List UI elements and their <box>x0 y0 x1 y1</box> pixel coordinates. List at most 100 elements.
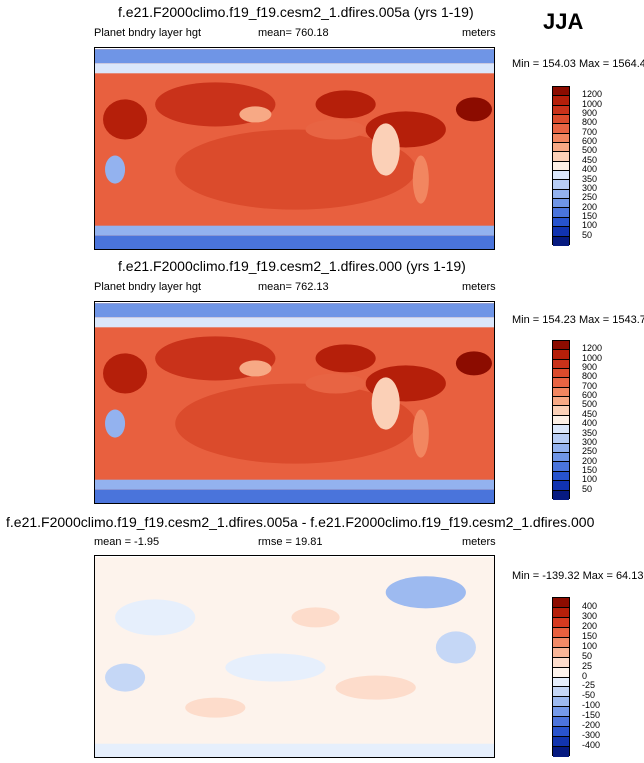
colorbar-swatch <box>553 434 569 444</box>
colorbar-label: 800 <box>582 371 598 382</box>
panel-3-rmse-label: rmse = 19.81 <box>258 536 323 548</box>
colorbar-swatch <box>553 87 569 97</box>
panel-1-map <box>94 47 495 250</box>
colorbar-swatch <box>553 143 569 153</box>
colorbar-swatch <box>553 481 569 491</box>
season-label: JJA <box>543 9 584 34</box>
colorbar-swatch <box>553 227 569 237</box>
panel-2-title: f.e21.F2000climo.f19_f19.cesm2_1.dfires.… <box>118 258 466 274</box>
panel-3-units-label: meters <box>462 536 496 548</box>
colorbar-label: 450 <box>582 408 598 419</box>
colorbar-swatch <box>553 378 569 388</box>
colorbar-swatch <box>553 124 569 134</box>
colorbar-swatch <box>553 189 569 200</box>
colorbar-swatch <box>553 617 569 628</box>
colorbar-swatch <box>553 133 569 144</box>
colorbar-label: 1200 <box>582 89 603 100</box>
colorbar-swatch <box>553 152 569 162</box>
panel-1-mean-label: mean= 760.18 <box>258 27 329 39</box>
colorbar-swatch <box>553 171 569 181</box>
colorbar-label: -300 <box>582 730 601 741</box>
colorbar-swatch <box>553 707 569 718</box>
colorbar-label: 0 <box>582 670 588 681</box>
colorbar-swatch <box>553 208 569 218</box>
colorbar-label: 200 <box>582 620 598 631</box>
colorbar-label: 450 <box>582 154 598 165</box>
colorbar-label: 350 <box>582 427 598 438</box>
colorbar-swatch <box>553 415 569 426</box>
colorbar-label: 1000 <box>582 98 603 109</box>
colorbar-label: 400 <box>582 418 598 429</box>
panel-3-minmax: Min = -139.32 Max = 64.13 <box>512 570 644 582</box>
colorbar-swatch <box>553 369 569 379</box>
colorbar-label: 600 <box>582 136 598 147</box>
colorbar-swatch <box>553 667 569 678</box>
colorbar-swatch <box>553 727 569 738</box>
panel-1-minmax: Min = 154.03 Max = 1564.46 <box>512 58 644 70</box>
colorbar-label: -400 <box>582 740 601 751</box>
colorbar-label: 25 <box>582 660 593 671</box>
colorbar-swatch <box>553 180 569 190</box>
panel-1-units-label: meters <box>462 27 496 39</box>
colorbar-swatch <box>553 657 569 668</box>
colorbar-label: 800 <box>582 117 598 128</box>
colorbar-label: 300 <box>582 182 598 193</box>
colorbar-swatch <box>553 677 569 688</box>
colorbar-swatch <box>553 627 569 638</box>
colorbar-swatch <box>553 96 569 106</box>
colorbar-swatch <box>553 161 569 172</box>
colorbar-swatch <box>553 737 569 748</box>
colorbar-swatch <box>553 471 569 482</box>
colorbar-label: 50 <box>582 229 593 240</box>
panel-3-map <box>94 555 495 758</box>
colorbar-swatch <box>553 637 569 648</box>
colorbar-label: 100 <box>582 640 598 651</box>
colorbar-label: 200 <box>582 455 598 466</box>
colorbar-swatch <box>553 443 569 454</box>
colorbar-swatch <box>553 359 569 370</box>
colorbar-swatch <box>553 350 569 360</box>
colorbar-label: 1000 <box>582 352 603 363</box>
colorbar-swatch <box>553 236 569 246</box>
colorbar-label: 400 <box>582 164 598 175</box>
colorbar-swatch <box>553 406 569 416</box>
colorbar-label: -25 <box>582 680 596 691</box>
colorbar-label: 900 <box>582 108 598 119</box>
panel-1-title: f.e21.F2000climo.f19_f19.cesm2_1.dfires.… <box>118 4 474 20</box>
colorbar-swatch <box>553 647 569 658</box>
colorbar-swatch <box>553 598 569 608</box>
panel-1-variable-label: Planet bndry layer hgt <box>94 27 202 39</box>
colorbar-label: 100 <box>582 220 598 231</box>
colorbar-label: -100 <box>582 700 601 711</box>
colorbar-swatch <box>553 397 569 407</box>
colorbar-label: -200 <box>582 720 601 731</box>
colorbar-swatch <box>553 387 569 398</box>
panel-3-colorbar <box>552 597 570 757</box>
colorbar-label: 500 <box>582 145 598 156</box>
colorbar-swatch <box>553 425 569 435</box>
colorbar-swatch <box>553 717 569 728</box>
panel-1-colorbar <box>552 86 570 246</box>
colorbar-label: -150 <box>582 710 601 721</box>
panel-2-mean-label: mean= 762.13 <box>258 281 329 293</box>
colorbar-label: 200 <box>582 201 598 212</box>
panel-3-mean-label: mean = -1.95 <box>94 536 160 548</box>
panel-2-map <box>94 301 495 504</box>
colorbar-label: 250 <box>582 446 598 457</box>
panel-2-units-label: meters <box>462 281 496 293</box>
panel-2-variable-label: Planet bndry layer hgt <box>94 281 202 293</box>
colorbar-label: 250 <box>582 192 598 203</box>
colorbar-swatch <box>553 105 569 116</box>
colorbar-label: 50 <box>582 483 593 494</box>
colorbar-label: 150 <box>582 210 598 221</box>
colorbar-label: 400 <box>582 600 598 611</box>
colorbar-label: 300 <box>582 436 598 447</box>
colorbar-label: 350 <box>582 173 598 184</box>
colorbar-swatch <box>553 199 569 209</box>
colorbar-label: 50 <box>582 650 593 661</box>
colorbar-label: -50 <box>582 690 596 701</box>
colorbar-swatch <box>553 341 569 351</box>
colorbar-swatch <box>553 453 569 463</box>
colorbar-label: 100 <box>582 474 598 485</box>
colorbar-swatch <box>553 687 569 698</box>
